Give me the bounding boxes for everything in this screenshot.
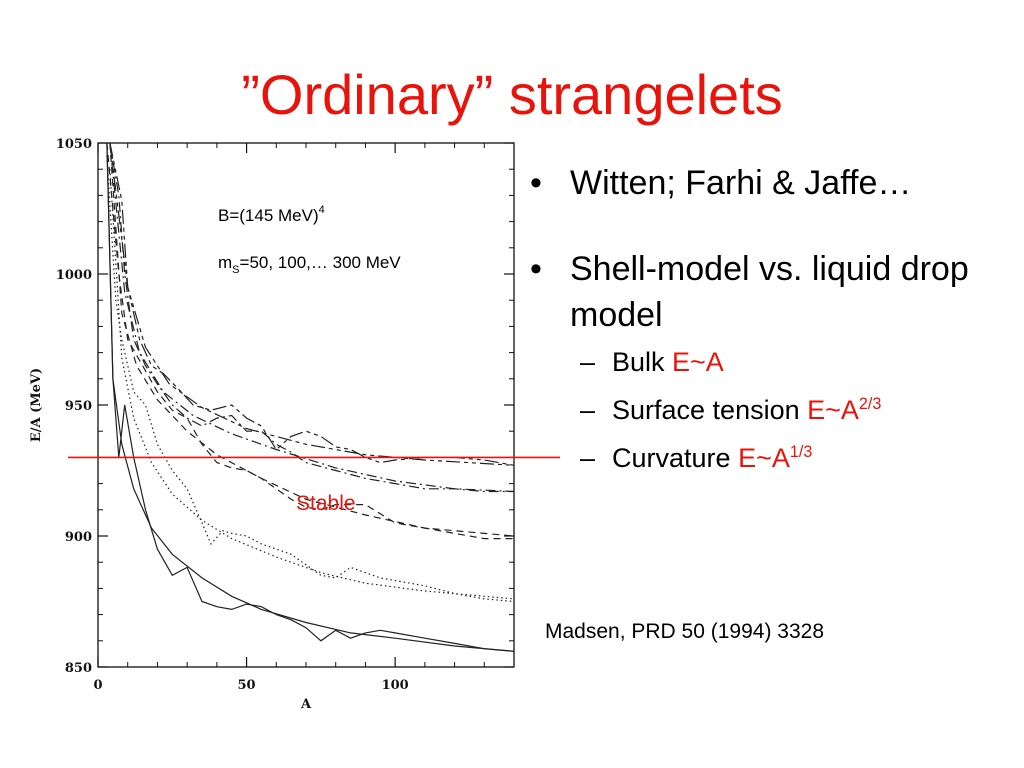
y-tick-label: 850 xyxy=(65,661,92,676)
sub-bullet-label: Bulk xyxy=(612,347,673,377)
sub-bullet-expr: E~A xyxy=(672,347,724,377)
sub-bullet-item: – Bulk E~A xyxy=(530,338,1010,386)
series-1-shell-curve xyxy=(106,143,514,652)
bullet-item: • Shell-model vs. liquid drop model xyxy=(530,246,1010,338)
citation: Madsen, PRD 50 (1994) 3328 xyxy=(545,620,824,643)
stable-label: Stable xyxy=(296,492,356,515)
x-tick-label: 100 xyxy=(382,678,409,693)
sub-bullet-item: – Curvature E~A1/3 xyxy=(530,434,1010,482)
sub-bullet-exponent: 2/3 xyxy=(858,395,882,413)
x-tick-label: 0 xyxy=(93,678,102,693)
slide-title: ”Ordinary” strangelets xyxy=(241,63,783,126)
sub-bullet-dash: – xyxy=(580,443,596,473)
plot-ticks: 850 900 950 1000 1050 0 50 100 A E/A (MeV) xyxy=(29,137,515,712)
sub-bullet-label: Surface tension xyxy=(612,395,808,425)
bag-constant-label: B=(145 MeV)4 xyxy=(218,204,325,225)
energy-per-baryon-plot: 850 900 950 1000 1050 0 50 100 A E/A (MeV) B=(145… xyxy=(29,137,560,712)
bullet-dot: • xyxy=(530,164,542,202)
series-5-smooth-curve xyxy=(109,143,514,466)
y-tick-label: 1000 xyxy=(56,268,92,283)
bullet-list: • Witten; Farhi & Jaffe… • Shell-model v… xyxy=(530,160,1010,482)
series-3-smooth-curve xyxy=(109,143,514,537)
bullet-item: • Witten; Farhi & Jaffe… xyxy=(530,160,1010,206)
series-4-smooth-curve xyxy=(109,143,514,493)
y-axis-label: E/A (MeV) xyxy=(29,368,44,442)
sub-bullet-dash: – xyxy=(580,395,596,425)
x-axis-label: A xyxy=(300,697,312,712)
series-5-shell-curve xyxy=(109,143,514,466)
plot-curves xyxy=(106,143,514,652)
x-tick-label: 50 xyxy=(238,678,256,693)
sub-bullet-label: Curvature xyxy=(612,443,739,473)
series-2-shell-curve xyxy=(106,156,514,603)
strange-mass-label: mS=50, 100,… 300 MeV xyxy=(218,253,401,276)
series-3-shell-curve xyxy=(106,143,514,540)
series-4-shell-curve xyxy=(109,143,514,493)
series-2-smooth-curve xyxy=(109,169,514,600)
series-1-smooth-curve xyxy=(106,143,514,652)
y-tick-label: 950 xyxy=(65,399,92,414)
sub-bullet-expr: E~A xyxy=(738,443,790,473)
sub-bullet-dash: – xyxy=(580,347,596,377)
plot-annotations: B=(145 MeV)4 mS=50, 100,… 300 MeV xyxy=(218,204,401,276)
bullet-text: Witten; Farhi & Jaffe… xyxy=(570,164,912,202)
sub-bullet-expr: E~A xyxy=(807,395,859,425)
y-tick-label: 900 xyxy=(65,530,92,545)
sub-bullet-item: – Surface tension E~A2/3 xyxy=(530,386,1010,434)
bullet-text: Shell-model vs. liquid drop model xyxy=(570,250,969,334)
y-tick-label: 1050 xyxy=(56,137,92,152)
bullet-dot: • xyxy=(530,250,542,288)
sub-bullet-exponent: 1/3 xyxy=(789,443,813,461)
